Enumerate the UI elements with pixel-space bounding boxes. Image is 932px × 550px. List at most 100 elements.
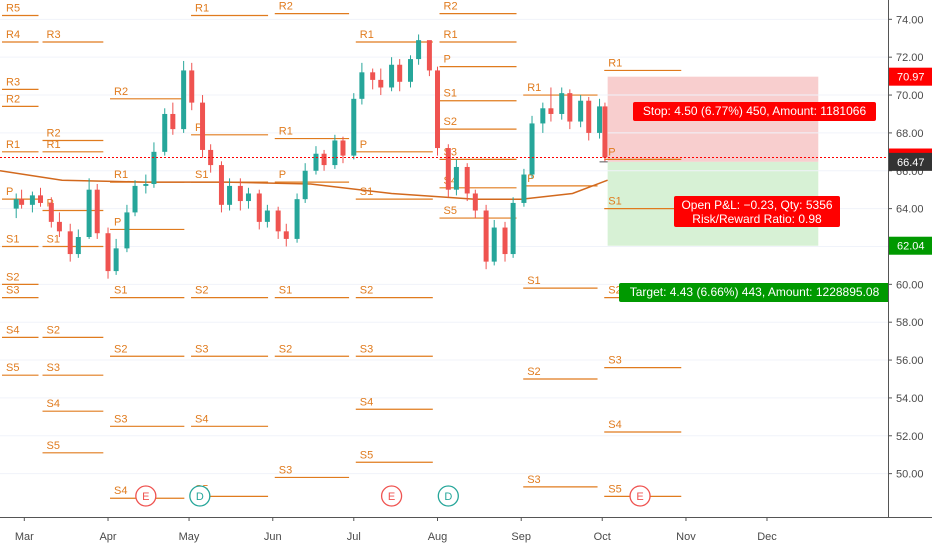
candle[interactable]	[218, 161, 224, 213]
price-tag-label: 70.97	[897, 72, 925, 84]
candle[interactable]	[294, 193, 300, 243]
candle[interactable]	[56, 212, 62, 238]
candle[interactable]	[321, 149, 327, 171]
candle[interactable]	[389, 57, 395, 92]
candle[interactable]	[237, 178, 243, 211]
candle[interactable]	[132, 180, 138, 217]
candle[interactable]	[143, 174, 149, 194]
candle[interactable]	[445, 144, 451, 198]
y-tick-label: 60.00	[896, 279, 924, 291]
candle[interactable]	[283, 223, 289, 247]
candle[interactable]	[529, 115, 535, 179]
candle-body	[559, 93, 565, 114]
candle[interactable]	[435, 66, 441, 156]
candle[interactable]	[208, 144, 214, 173]
pivot-label: S1	[114, 285, 127, 297]
candle[interactable]	[75, 229, 81, 258]
candle-body	[359, 72, 365, 99]
candle[interactable]	[113, 238, 119, 275]
event-marker[interactable]: E	[380, 485, 403, 507]
candle-body	[67, 231, 73, 255]
candle[interactable]	[162, 108, 168, 156]
event-label: E	[142, 491, 149, 503]
candle[interactable]	[397, 59, 403, 92]
moving-average-line	[0, 170, 608, 200]
candle-body	[13, 199, 19, 209]
candle[interactable]	[597, 98, 603, 139]
pivot-label: S5	[6, 362, 19, 374]
stop-label-box[interactable]: Stop: 4.50 (6.77%) 450, Amount: 1181066	[633, 102, 876, 121]
candle[interactable]	[313, 146, 319, 175]
position-tool[interactable]: Stop: 4.50 (6.77%) 450, Amount: 1181066 …	[0, 102, 890, 302]
candle[interactable]	[38, 187, 44, 207]
candle[interactable]	[189, 62, 195, 111]
candle[interactable]	[472, 189, 478, 219]
candle[interactable]	[407, 55, 413, 88]
candle[interactable]	[124, 204, 130, 253]
x-axis[interactable]: Mar Apr May Jun Jul Aug Sep Oct Nov Dec	[0, 517, 932, 550]
candle[interactable]	[105, 227, 111, 279]
candle[interactable]	[302, 163, 308, 203]
y-tick-label: 56.00	[896, 355, 924, 367]
candle[interactable]	[578, 95, 584, 128]
event-label: E	[636, 491, 643, 503]
pivot-label: S1	[6, 233, 19, 245]
pivot-label: R2	[47, 127, 61, 139]
candle[interactable]	[359, 62, 365, 105]
candle[interactable]	[483, 204, 489, 270]
candle-body	[237, 185, 243, 202]
candle[interactable]	[378, 68, 384, 96]
candle[interactable]	[19, 189, 25, 209]
pnl-label-box[interactable]: Open P&L: −0.23, Qty: 5356 Risk/Reward R…	[674, 196, 840, 227]
event-marker[interactable]: E	[629, 485, 651, 507]
pivot-label: S4	[6, 324, 19, 336]
pivot-label: R2	[6, 93, 20, 105]
candle[interactable]	[559, 87, 565, 120]
candle[interactable]	[510, 197, 516, 258]
target-label-box[interactable]: Target: 4.43 (6.66%) 443, Amount: 122889…	[619, 283, 890, 302]
pivot-label: S2	[6, 271, 19, 283]
candle[interactable]	[502, 221, 508, 262]
candle[interactable]	[426, 40, 432, 77]
candle[interactable]	[340, 136, 346, 164]
candle[interactable]	[200, 95, 206, 158]
pivot-label: R1	[608, 57, 622, 69]
candle[interactable]	[94, 184, 100, 239]
candle[interactable]	[275, 206, 281, 239]
candle[interactable]	[256, 189, 262, 230]
candlesticks[interactable]	[13, 34, 608, 279]
candle[interactable]	[464, 163, 470, 202]
candle[interactable]	[264, 204, 270, 228]
candle[interactable]	[521, 168, 527, 207]
candle[interactable]	[170, 102, 176, 135]
candle[interactable]	[29, 191, 35, 213]
candle[interactable]	[602, 102, 608, 162]
candle[interactable]	[48, 197, 54, 228]
candle[interactable]	[151, 142, 157, 188]
candle[interactable]	[416, 34, 422, 65]
candle[interactable]	[453, 159, 459, 196]
event-marker[interactable]: D	[189, 485, 211, 507]
candle[interactable]	[491, 219, 497, 266]
candle[interactable]	[67, 223, 73, 262]
candle[interactable]	[540, 102, 546, 133]
event-marker[interactable]: E	[135, 485, 157, 507]
candle[interactable]	[351, 93, 357, 160]
pivot-label: R1	[47, 139, 61, 151]
candle[interactable]	[548, 87, 554, 122]
candle[interactable]	[567, 89, 573, 130]
y-tick-label: 52.00	[896, 431, 924, 443]
candle[interactable]	[586, 96, 592, 141]
candle[interactable]	[332, 134, 338, 169]
candle[interactable]	[13, 193, 19, 219]
y-axis[interactable]: 50.0052.0054.0056.0058.0060.0062.0064.00…	[888, 0, 932, 517]
candle[interactable]	[245, 187, 251, 209]
candle[interactable]	[86, 178, 92, 239]
candle[interactable]	[370, 68, 376, 90]
candle[interactable]	[227, 178, 233, 211]
pivot-label: S3	[608, 355, 621, 367]
event-marker[interactable]: D	[437, 485, 459, 507]
candle[interactable]	[181, 60, 187, 133]
